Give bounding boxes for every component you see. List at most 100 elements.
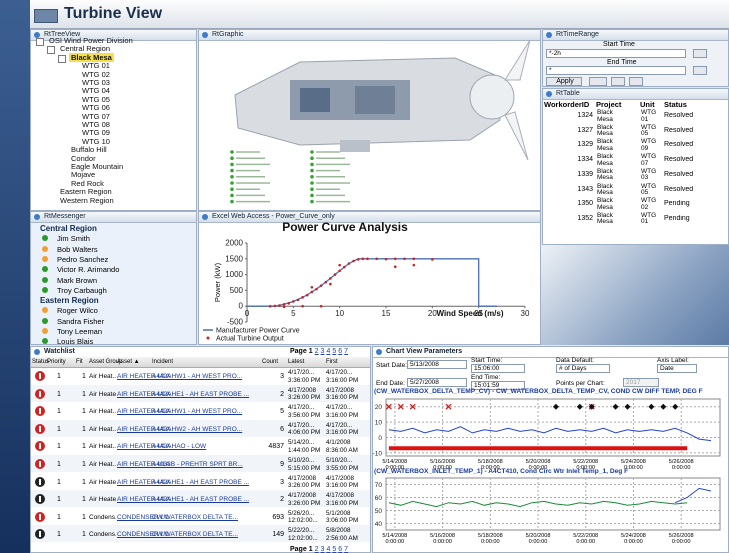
series-line bbox=[247, 259, 497, 306]
marker bbox=[292, 300, 295, 303]
tower-top bbox=[340, 140, 370, 152]
incident-link[interactable]: A442AHAO - LOW bbox=[152, 443, 260, 450]
x-tick-label: 5/20/2008 0:00:00 bbox=[522, 459, 554, 471]
tree-item[interactable]: Western Region bbox=[58, 196, 116, 205]
page-link[interactable]: 7 bbox=[344, 546, 348, 553]
contact[interactable]: Bob Walters bbox=[57, 245, 98, 254]
incident-link[interactable]: A442AHE1 - AH EAST PROBE ... bbox=[152, 479, 260, 486]
fit: 1 bbox=[82, 408, 86, 415]
first-time: 3:16:00 PM bbox=[326, 429, 358, 436]
column-header: Priority bbox=[47, 359, 66, 365]
page-link[interactable]: 4 bbox=[326, 546, 330, 553]
legend-dot bbox=[230, 194, 234, 198]
page-link[interactable]: 1 bbox=[309, 348, 313, 355]
cell: 1343 bbox=[544, 186, 593, 193]
latest-time: 4:06:00 PM bbox=[288, 429, 320, 436]
latest-time: 3:26:00 PM bbox=[288, 394, 320, 401]
page-link[interactable]: 2 bbox=[315, 546, 319, 553]
asset-group: Air Heaters bbox=[89, 479, 116, 486]
incident-link[interactable]: A442AHW1 - AH WEST PRO... bbox=[152, 408, 260, 415]
contact[interactable]: Jim Smith bbox=[57, 234, 90, 243]
contact[interactable]: Troy Carbaugh bbox=[57, 286, 107, 295]
contact[interactable]: Tony Leeman bbox=[57, 327, 102, 336]
cell: Resolved bbox=[664, 141, 728, 148]
cell: Resolved bbox=[664, 127, 728, 134]
expander[interactable] bbox=[47, 46, 55, 54]
y-tick-label: 0 bbox=[239, 302, 244, 311]
contact[interactable]: Louis Blais bbox=[57, 337, 93, 346]
incident-link[interactable]: A442AHE1 - AH EAST PROBE ... bbox=[152, 391, 260, 398]
first-time: 4/17/2008 bbox=[326, 475, 354, 482]
page-link[interactable]: 4 bbox=[326, 348, 330, 355]
expander[interactable] bbox=[58, 55, 66, 63]
column-header: Fit bbox=[76, 359, 83, 365]
y-tick-label: -10 bbox=[373, 450, 383, 457]
contact[interactable]: Mark Brown bbox=[57, 276, 97, 285]
legend-swatch bbox=[207, 337, 210, 340]
page-link[interactable]: 3 bbox=[321, 348, 325, 355]
x-tick-label: 5/24/2008 0:00:00 bbox=[617, 459, 649, 471]
page-link[interactable]: 6 bbox=[338, 546, 342, 553]
cell: Black Mesa bbox=[597, 184, 623, 197]
contact[interactable]: Pedro Sanchez bbox=[57, 255, 108, 264]
page-link[interactable]: 5 bbox=[332, 348, 336, 355]
cell: Black Mesa bbox=[597, 169, 623, 182]
contact[interactable]: Sandra Fisher bbox=[57, 317, 104, 326]
page-link[interactable]: 1 bbox=[309, 546, 313, 553]
latest-time: 3:26:00 PM bbox=[288, 500, 320, 507]
priority: 1 bbox=[57, 479, 61, 486]
chart-title: (CW_WATERBOX_DELTA_TEMP_CV) - CW_WATERBO… bbox=[374, 388, 703, 395]
y-tick-label: 1500 bbox=[225, 254, 243, 263]
count: 3 bbox=[262, 373, 284, 380]
status-mark bbox=[39, 514, 41, 520]
incident-link[interactable]: A442AHE1 - AH EAST PROBE ... bbox=[152, 496, 260, 503]
marker bbox=[283, 303, 286, 306]
turbine-graphic bbox=[235, 40, 530, 160]
marker bbox=[366, 258, 369, 261]
status-dot bbox=[42, 246, 48, 252]
first-time: 3:16:00 PM bbox=[326, 394, 358, 401]
incident-link[interactable]: A442AHW1 - AH WEST PRO... bbox=[152, 373, 260, 380]
page-link[interactable]: 3 bbox=[321, 546, 325, 553]
contact[interactable]: Roger Wilco bbox=[57, 306, 98, 315]
legend-dot bbox=[310, 181, 314, 185]
latest-time: 12:02:00... bbox=[288, 517, 318, 524]
asset-group: Air Heat... bbox=[89, 408, 116, 415]
incident-link[interactable]: CW WATERBOX DELTA TE... bbox=[152, 514, 260, 521]
page-link[interactable]: 2 bbox=[315, 348, 319, 355]
latest-time: 4/17/2008 bbox=[288, 492, 316, 499]
legend-label: Manufacturer Power Curve bbox=[216, 328, 300, 335]
priority: 1 bbox=[57, 426, 61, 433]
x-tick-label: 5/26/2008 0:00:00 bbox=[665, 533, 697, 545]
cell: Pending bbox=[664, 200, 728, 207]
fit: 1 bbox=[82, 443, 86, 450]
latest-time: 3:26:00 PM bbox=[288, 482, 320, 489]
cell: WTG 02 bbox=[641, 198, 659, 211]
marker bbox=[385, 258, 388, 261]
plot-area bbox=[386, 478, 720, 530]
page-link[interactable]: 7 bbox=[344, 348, 348, 355]
priority: 1 bbox=[57, 373, 61, 380]
status-dot bbox=[42, 256, 48, 262]
first-time: 5/8/2008 bbox=[326, 527, 351, 534]
column-header: Latest bbox=[288, 359, 304, 365]
fit: 1 bbox=[82, 531, 86, 538]
marker bbox=[403, 258, 406, 261]
cell: Black Mesa bbox=[597, 110, 623, 123]
gearbox bbox=[355, 86, 395, 114]
incident-link[interactable]: A4033B - PREHTR SPRT BR... bbox=[152, 461, 260, 468]
priority: 1 bbox=[57, 461, 61, 468]
latest-time: 5:15:00 PM bbox=[288, 465, 320, 472]
contact[interactable]: Victor R. Arimando bbox=[57, 265, 119, 274]
x-tick-label: 5/16/2008 0:00:00 bbox=[427, 533, 459, 545]
legend-dot bbox=[310, 175, 314, 179]
marker bbox=[338, 270, 341, 273]
count: 6 bbox=[262, 426, 284, 433]
page-link[interactable]: 6 bbox=[338, 348, 342, 355]
cell: WTG 01 bbox=[641, 213, 659, 226]
expander[interactable] bbox=[36, 38, 44, 46]
marker bbox=[311, 286, 314, 289]
page-link[interactable]: 5 bbox=[332, 546, 336, 553]
incident-link[interactable]: A442AHW2 - AH WEST PRO... bbox=[152, 426, 260, 433]
incident-link[interactable]: CW WATERBOX DELTA TE... bbox=[152, 531, 260, 538]
